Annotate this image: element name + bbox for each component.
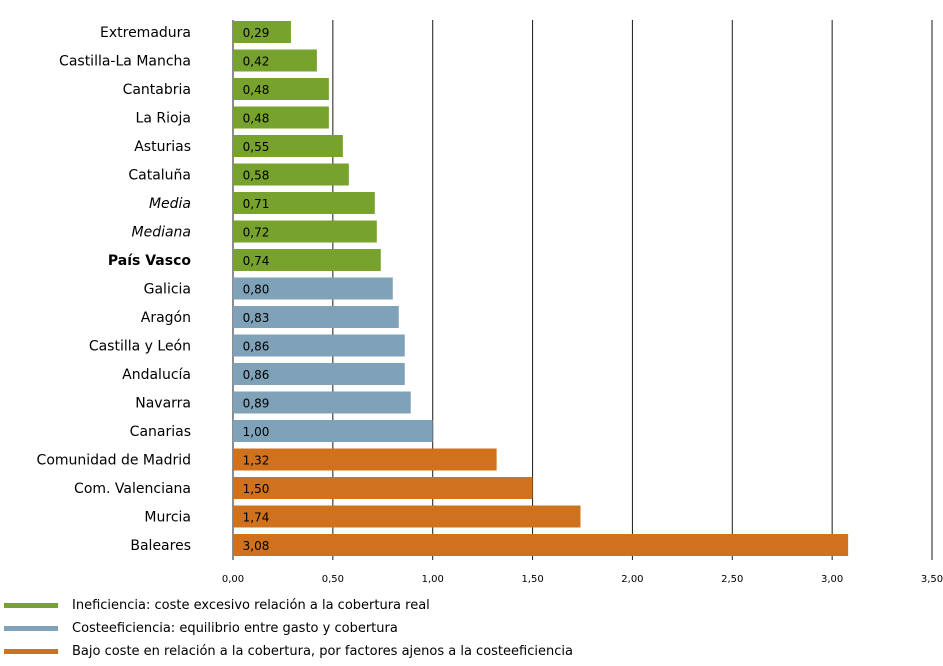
bar-galicia — [233, 277, 393, 300]
bar-asturias — [233, 135, 343, 157]
category-label-mediana: Mediana — [132, 225, 192, 241]
value-label-cataluna: 0,58 — [243, 169, 270, 183]
legend-label-costeeficiencia: Costeeficiencia: equilibrio entre gasto … — [72, 621, 398, 636]
legend-swatch-ineficiencia — [4, 603, 58, 608]
bar-chart: Extremadura 0,29 Castilla-La Mancha 0,42 Can… — [37, 20, 943, 585]
value-label-castilla-y-leon: 0,86 — [243, 340, 270, 354]
value-label-extremadura: 0,29 — [243, 26, 270, 40]
bar-comunidad-de-madrid — [233, 448, 497, 471]
x-tick-label-0: 0,00 — [222, 574, 244, 585]
value-label-andalucia: 0,86 — [243, 368, 270, 382]
legend-item-costeeficiencia: Costeeficiencia: equilibrio entre gasto … — [4, 617, 573, 640]
x-tick-label-3: 1,50 — [521, 574, 543, 585]
bar-cataluna — [233, 163, 349, 186]
category-label-navarra: Navarra — [135, 396, 191, 412]
category-label-canarias: Canarias — [130, 424, 191, 440]
category-label-galicia: Galicia — [144, 282, 191, 298]
value-label-navarra: 0,89 — [243, 397, 270, 411]
value-label-murcia: 1,74 — [243, 511, 270, 525]
bar-cantabria — [233, 78, 329, 100]
category-label-comunidad-de-madrid: Comunidad de Madrid — [37, 453, 191, 469]
legend-item-bajo-coste: Bajo coste en relación a la cobertura, p… — [4, 640, 573, 663]
category-label-com-valenciana: Com. Valenciana — [74, 481, 191, 497]
category-label-baleares: Baleares — [130, 538, 191, 554]
bar-navarra — [233, 391, 411, 414]
value-label-comunidad-de-madrid: 1,32 — [243, 454, 270, 468]
bar-baleares — [233, 534, 849, 556]
category-label-asturias: Asturias — [134, 139, 191, 155]
category-label-aragon: Aragón — [141, 310, 191, 326]
x-tick-label-6: 3,00 — [821, 574, 843, 585]
legend-label-bajo-coste: Bajo coste en relación a la cobertura, p… — [72, 644, 573, 659]
bar-aragon — [233, 306, 399, 328]
value-label-castilla-la-mancha: 0,42 — [243, 55, 270, 69]
category-label-extremadura: Extremadura — [100, 25, 191, 41]
x-tick-label-5: 2,50 — [721, 574, 743, 585]
value-label-la-rioja: 0,48 — [243, 112, 270, 126]
legend-swatch-bajo-coste — [4, 649, 58, 654]
bar-mediana — [233, 220, 377, 243]
bar-castilla-y-leon — [233, 334, 405, 357]
x-tick-label-4: 2,00 — [621, 574, 643, 585]
value-label-cantabria: 0,48 — [243, 83, 270, 97]
value-label-baleares: 3,08 — [243, 539, 270, 553]
bar-andalucia — [233, 363, 405, 385]
bar-canarias — [233, 420, 433, 442]
value-label-pais-vasco: 0,74 — [243, 254, 270, 268]
x-tick-label-2: 1,00 — [422, 574, 444, 585]
bar-media — [233, 192, 375, 214]
category-label-pais-vasco: País Vasco — [108, 253, 191, 269]
value-label-com-valenciana: 1,50 — [243, 482, 270, 496]
category-label-media: Media — [149, 196, 191, 212]
category-label-andalucia: Andalucía — [122, 367, 191, 383]
category-label-murcia: Murcia — [144, 510, 191, 526]
legend-swatch-costeeficiencia — [4, 626, 58, 631]
value-label-galicia: 0,80 — [243, 283, 270, 297]
bar-extremadura — [233, 21, 291, 43]
bar-com-valenciana — [233, 477, 533, 499]
legend-item-ineficiencia: Ineficiencia: coste excesivo relación a … — [4, 594, 573, 617]
category-label-la-rioja: La Rioja — [136, 111, 191, 127]
legend: Ineficiencia: coste excesivo relación a … — [4, 594, 573, 663]
bar-la-rioja — [233, 106, 329, 129]
category-label-castilla-y-leon: Castilla y León — [89, 339, 191, 355]
bar-pais-vasco — [233, 249, 381, 271]
value-label-canarias: 1,00 — [243, 425, 270, 439]
value-label-media: 0,71 — [243, 197, 270, 211]
x-tick-label-1: 0,50 — [322, 574, 344, 585]
bar-castilla-la-mancha — [233, 49, 317, 72]
category-label-cataluna: Cataluña — [128, 168, 191, 184]
legend-label-ineficiencia: Ineficiencia: coste excesivo relación a … — [72, 598, 430, 613]
value-label-asturias: 0,55 — [243, 140, 270, 154]
value-label-aragon: 0,83 — [243, 311, 270, 325]
category-label-cantabria: Cantabria — [123, 82, 191, 98]
category-label-castilla-la-mancha: Castilla-La Mancha — [59, 54, 191, 70]
value-label-mediana: 0,72 — [243, 226, 270, 240]
bar-murcia — [233, 505, 581, 528]
x-tick-label-7: 3,50 — [921, 574, 943, 585]
